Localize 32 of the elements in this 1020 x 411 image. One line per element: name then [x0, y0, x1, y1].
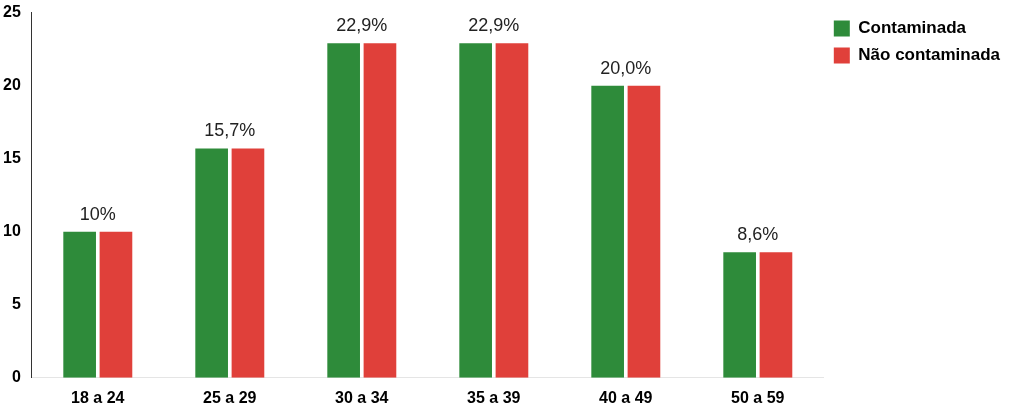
y-tick-label: 5 — [11, 295, 21, 313]
y-tick-label: 20 — [3, 76, 21, 94]
bar — [627, 85, 661, 378]
x-tick-label: 40 a 49 — [599, 388, 653, 406]
bar — [99, 231, 133, 378]
y-tick-label: 25 — [3, 3, 21, 21]
bar — [591, 85, 624, 378]
x-tick-label: 50 a 59 — [731, 388, 785, 406]
bar — [723, 252, 756, 378]
legend-label: Contaminada — [858, 18, 967, 38]
bar — [63, 231, 96, 378]
legend-label: Não contaminada — [858, 45, 1001, 65]
data-label: 10% — [79, 203, 116, 224]
bar — [363, 43, 397, 378]
bar — [759, 252, 793, 378]
x-tick-label: 35 a 39 — [467, 388, 521, 406]
x-tick-label: 30 a 34 — [335, 388, 389, 406]
x-tick-label: 25 a 29 — [203, 388, 257, 406]
y-tick-label: 15 — [3, 149, 21, 167]
data-label: 8,6% — [737, 224, 779, 245]
data-label: 20,0% — [600, 57, 652, 78]
bar — [495, 43, 529, 378]
y-tick-label: 0 — [11, 368, 21, 386]
data-label: 22,9% — [468, 15, 520, 36]
data-label: 15,7% — [204, 120, 256, 141]
bar — [195, 148, 228, 378]
bar — [459, 43, 492, 378]
y-tick-label: 10 — [3, 222, 21, 240]
x-tick-label: 18 a 24 — [71, 388, 125, 406]
data-label: 22,9% — [336, 15, 388, 36]
bar — [327, 43, 360, 378]
bar — [231, 148, 265, 378]
